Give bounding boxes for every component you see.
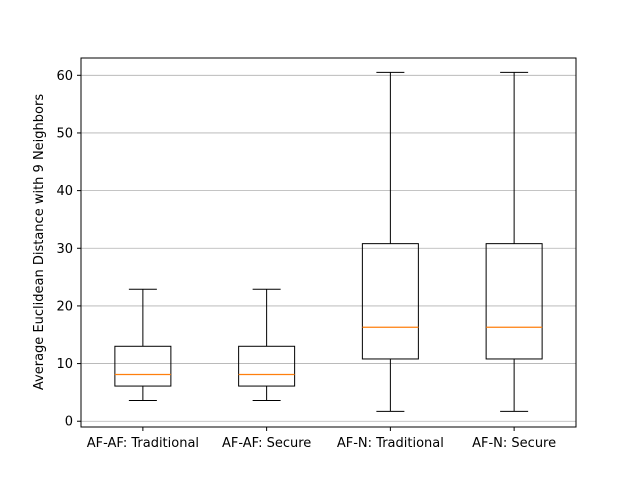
- box-3: [361, 71, 419, 412]
- iqr-box: [238, 345, 296, 387]
- x-tick-label-1: AF-AF: Traditional: [87, 436, 199, 451]
- y-tick-label-30: 30: [56, 242, 73, 257]
- y-axis-ticks: 0 10 20 30 40 50 60: [56, 69, 81, 430]
- iqr-box: [114, 345, 172, 387]
- box-2: [238, 288, 296, 401]
- plot-frame: [80, 57, 577, 428]
- y-tick-label-60: 60: [56, 69, 73, 84]
- iqr-box: [361, 243, 419, 360]
- x-tick-label-3: AF-N: Traditional: [337, 436, 444, 451]
- box-4: [485, 71, 543, 412]
- y-tick-label-40: 40: [56, 184, 73, 199]
- y-tick-label-0: 0: [65, 415, 73, 430]
- y-tick-label-50: 50: [56, 126, 73, 141]
- boxes: [114, 71, 543, 412]
- box-1: [114, 288, 172, 401]
- y-axis-label: Average Euclidean Distance with 9 Neighb…: [32, 94, 47, 390]
- y-tick-label-20: 20: [56, 299, 73, 314]
- x-axis-ticks: AF-AF: Traditional AF-AF: Secure AF-N: Tra…: [87, 427, 556, 451]
- y-tick-label-10: 10: [56, 357, 73, 372]
- x-tick-label-2: AF-AF: Secure: [222, 436, 311, 451]
- x-tick-label-4: AF-N: Secure: [472, 436, 556, 451]
- iqr-box: [485, 243, 543, 360]
- gridlines: [81, 74, 576, 422]
